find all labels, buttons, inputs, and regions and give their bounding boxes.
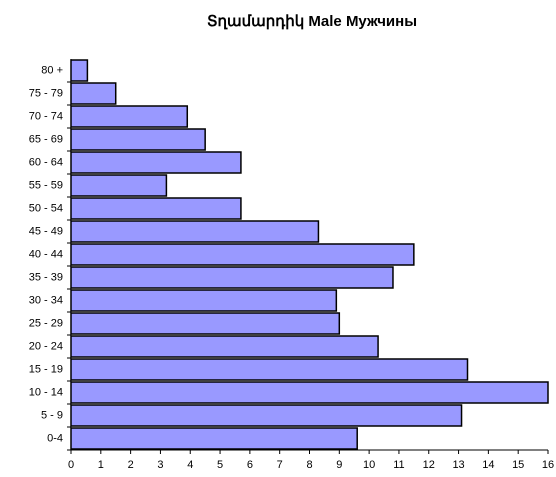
- x-tick-label: 8: [306, 459, 312, 471]
- y-tick-label: 45 - 49: [29, 225, 63, 237]
- bar: [70, 174, 168, 197]
- y-tick-label: 10 - 14: [29, 386, 63, 398]
- bar: [70, 82, 117, 105]
- bar: [70, 289, 338, 312]
- x-tick-label: 15: [512, 459, 524, 471]
- bar: [70, 427, 358, 450]
- bar: [70, 59, 89, 82]
- y-tick-label: 15 - 19: [29, 363, 63, 375]
- x-tick-label: 13: [452, 459, 464, 471]
- bar: [70, 220, 320, 243]
- y-tick-label: 40 - 44: [29, 248, 63, 260]
- x-tick-label: 2: [128, 459, 134, 471]
- x-tick-label: 16: [542, 459, 554, 471]
- bar: [70, 404, 463, 427]
- x-tick-label: 4: [187, 459, 193, 471]
- x-tick-label: 3: [157, 459, 163, 471]
- y-tick-label: 70 - 74: [29, 110, 63, 122]
- y-tick-label: 60 - 64: [29, 156, 63, 168]
- bar: [70, 312, 341, 335]
- y-tick-label: 80 +: [41, 64, 63, 76]
- x-tick-label: 12: [423, 459, 435, 471]
- chart-title: Տղամարդիկ Male Мужчины: [207, 13, 417, 30]
- x-tick-label: 14: [482, 459, 494, 471]
- x-tick-label: 7: [277, 459, 283, 471]
- bar: [70, 335, 379, 358]
- bar: [70, 151, 242, 174]
- x-tick-label: 9: [336, 459, 342, 471]
- bar: [70, 105, 189, 128]
- x-tick-label: 1: [98, 459, 104, 471]
- y-tick-label: 50 - 54: [29, 202, 63, 214]
- y-tick-label: 35 - 39: [29, 271, 63, 283]
- y-tick-label: 30 - 34: [29, 294, 63, 306]
- x-tick-label: 11: [393, 459, 404, 471]
- bar: [70, 381, 549, 404]
- x-tick-label: 5: [217, 459, 223, 471]
- bar: [70, 266, 394, 289]
- y-tick-label: 65 - 69: [29, 133, 63, 145]
- y-tick-label: 75 - 79: [29, 87, 63, 99]
- x-tick-label: 6: [247, 459, 253, 471]
- y-tick-label: 0-4: [47, 432, 63, 444]
- bar: [70, 358, 469, 381]
- bar: [70, 128, 206, 151]
- x-tick-label: 10: [363, 459, 375, 471]
- y-tick-label: 55 - 59: [29, 179, 63, 191]
- x-tick-label: 0: [68, 459, 74, 471]
- bar: [70, 197, 242, 220]
- y-tick-label: 5 - 9: [41, 409, 63, 421]
- y-tick-label: 20 - 24: [29, 340, 63, 352]
- y-tick-label: 25 - 29: [29, 317, 63, 329]
- bar: [70, 243, 415, 266]
